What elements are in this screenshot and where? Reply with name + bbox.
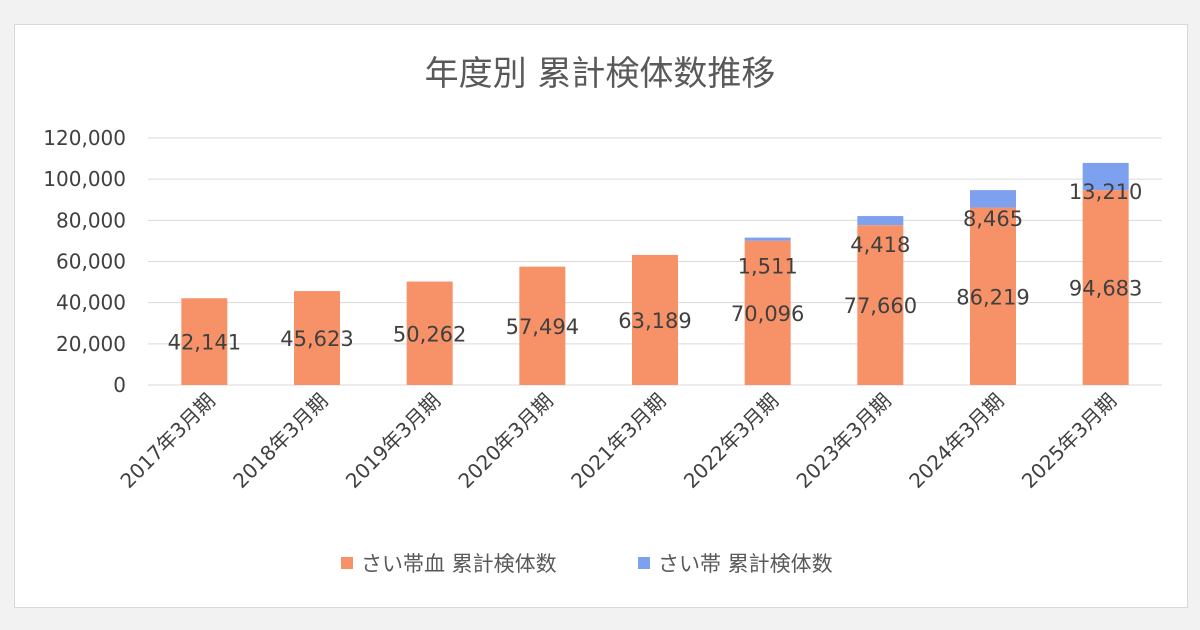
data-label-cord-blood: 57,494: [506, 315, 579, 339]
x-tick-label: 2021年3月期: [566, 389, 670, 493]
data-label-cord-blood: 50,262: [393, 322, 466, 346]
y-tick-label: 120,000: [43, 126, 126, 150]
data-labels: 42,141 45,623 50,262 57,494 63,189 70,096 1,51…: [168, 180, 1143, 355]
y-tick-label: 80,000: [56, 208, 126, 232]
data-label-cord-blood: 42,141: [168, 331, 241, 355]
y-tick-label: 60,000: [56, 250, 126, 274]
bar-cord-blood: [1082, 190, 1129, 385]
data-label-cord-blood: 94,683: [1069, 277, 1142, 301]
x-tick-label: 2025年3月期: [1017, 389, 1121, 493]
x-axis: 2017年3月期 2018年3月期 2019年3月期 2020年3月期 2021年3月期…: [115, 389, 1121, 493]
data-label-cord: 13,210: [1069, 180, 1142, 204]
data-label-cord: 8,465: [963, 207, 1023, 231]
legend-label-cord: さい帯 累計検体数: [658, 552, 833, 576]
x-tick-label: 2022年3月期: [679, 389, 783, 493]
bars: [181, 162, 1129, 385]
legend-swatch-cord-blood: [341, 557, 353, 569]
legend-swatch-cord: [638, 557, 650, 569]
y-tick-label: 20,000: [56, 332, 126, 356]
x-tick-label: 2023年3月期: [791, 389, 895, 493]
x-tick-label: 2019年3月期: [341, 389, 445, 493]
bar-cord-blood: [406, 281, 453, 385]
y-axis: 0 20,000 40,000 60,000 80,000 100,000 120,000: [43, 126, 126, 397]
bar-cord: [744, 237, 791, 241]
x-tick-label: 2020年3月期: [453, 389, 557, 493]
data-label-cord: 4,418: [850, 233, 910, 257]
data-label-cord-blood: 63,189: [618, 309, 691, 333]
data-label-cord-blood: 45,623: [280, 327, 353, 351]
data-label-cord-blood: 77,660: [844, 294, 917, 318]
y-tick-label: 40,000: [56, 291, 126, 315]
legend-label-cord-blood: さい帯血 累計検体数: [361, 552, 557, 576]
bar-cord: [857, 216, 904, 226]
bar-cord: [970, 190, 1016, 208]
bar-cord-blood: [181, 298, 228, 385]
bar-cord-blood: [744, 240, 791, 385]
legend: さい帯血 累計検体数 さい帯 累計検体数: [341, 552, 833, 576]
bar-cord-blood: [632, 254, 678, 385]
x-tick-label: 2018年3月期: [228, 389, 332, 493]
data-label-cord-blood: 86,219: [956, 285, 1029, 309]
bar-cord-blood: [857, 225, 904, 385]
x-tick-label: 2024年3月期: [904, 389, 1008, 493]
chart-title: 年度別 累計検体数推移: [425, 54, 776, 94]
data-label-cord: 1,511: [738, 255, 798, 279]
x-tick-label: 2017年3月期: [115, 389, 219, 493]
bar-cord-blood: [970, 207, 1016, 385]
data-label-cord-blood: 70,096: [731, 302, 804, 326]
bar-cord-blood: [519, 266, 566, 385]
bar-cord: [1082, 162, 1129, 191]
y-tick-label: 0: [113, 373, 126, 397]
y-tick-label: 100,000: [43, 167, 126, 191]
bar-cord-blood: [294, 291, 340, 385]
